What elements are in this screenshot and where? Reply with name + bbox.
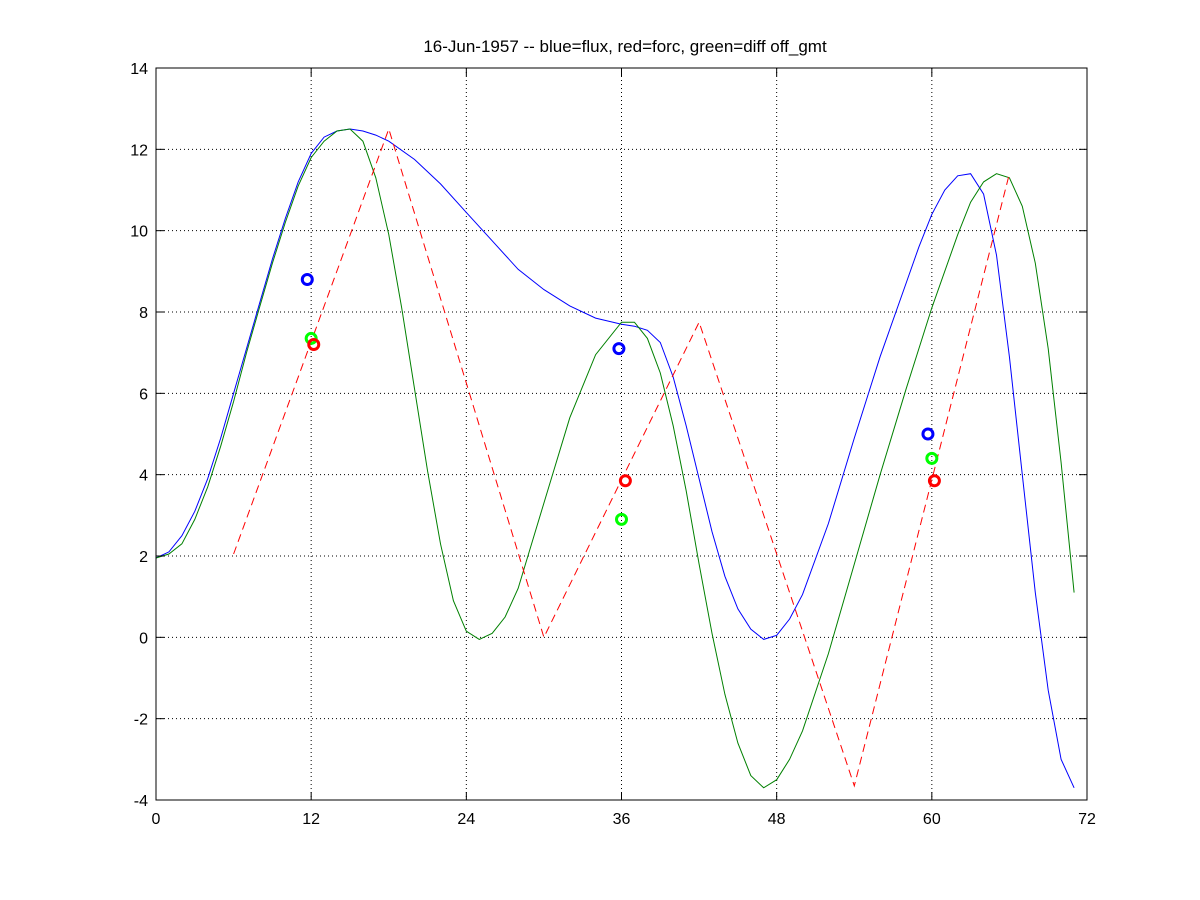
series-line-2 — [233, 127, 1010, 788]
data-point-marker — [612, 342, 626, 356]
x-tick-label: 12 — [302, 811, 320, 828]
y-tick-label: -2 — [134, 712, 148, 729]
y-tick-label: 6 — [139, 386, 148, 403]
x-tick-label: 36 — [613, 811, 631, 828]
x-tick-label: 72 — [1078, 811, 1096, 828]
axes-box — [155, 67, 1088, 801]
grid-lines — [156, 68, 1087, 800]
x-tick-label: 0 — [152, 811, 161, 828]
x-tick-label: 60 — [923, 811, 941, 828]
chart-title: 16-Jun-1957 -- blue=flux, red=forc, gree… — [423, 37, 827, 56]
data-point-marker — [307, 338, 321, 352]
x-tick-label: 24 — [457, 811, 475, 828]
y-tick-label: 8 — [139, 305, 148, 322]
marker-group — [300, 272, 941, 526]
data-point-marker — [300, 272, 314, 286]
y-tick-label: 4 — [139, 468, 148, 485]
data-point-marker — [925, 451, 939, 465]
y-tick-label: 2 — [139, 549, 148, 566]
data-point-marker — [921, 427, 935, 441]
y-tick-label: 14 — [130, 61, 148, 78]
y-tick-label: 12 — [130, 142, 148, 159]
data-point-marker — [304, 331, 318, 345]
series-line-0 — [155, 128, 1075, 789]
y-tick-label: 0 — [139, 630, 148, 647]
x-tick-label: 48 — [768, 811, 786, 828]
data-point-marker — [618, 474, 632, 488]
y-tick-label: -4 — [134, 793, 148, 810]
y-tick-label: 10 — [130, 224, 148, 241]
data-point-marker — [927, 474, 941, 488]
data-point-marker — [615, 512, 628, 526]
series-line-1 — [155, 128, 1075, 789]
